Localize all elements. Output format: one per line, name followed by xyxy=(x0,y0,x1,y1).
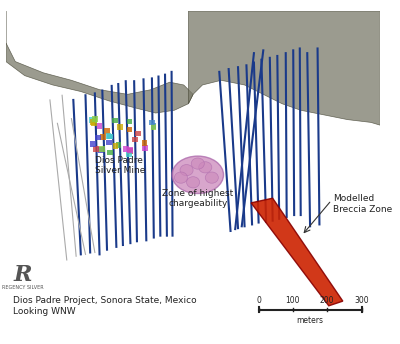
Polygon shape xyxy=(6,11,193,113)
Ellipse shape xyxy=(205,172,218,183)
Polygon shape xyxy=(188,11,380,125)
Bar xyxy=(112,118,118,123)
Text: Modelled
Breccia Zone: Modelled Breccia Zone xyxy=(334,194,393,214)
Bar xyxy=(113,143,118,149)
Text: REGENCY SILVER: REGENCY SILVER xyxy=(2,284,44,290)
Bar xyxy=(132,137,138,142)
Bar xyxy=(142,145,148,151)
Bar xyxy=(126,119,132,125)
Text: Zone of highest
chargeability: Zone of highest chargeability xyxy=(162,189,234,208)
Bar xyxy=(107,133,113,139)
Bar xyxy=(99,147,105,152)
Bar xyxy=(135,131,141,137)
Bar xyxy=(127,127,132,132)
Ellipse shape xyxy=(191,158,204,169)
Bar xyxy=(104,129,110,134)
Text: 100: 100 xyxy=(286,296,300,305)
Text: 300: 300 xyxy=(354,296,369,305)
Bar xyxy=(91,121,97,127)
Text: meters: meters xyxy=(296,316,324,325)
Bar xyxy=(128,148,133,154)
Bar xyxy=(100,134,106,140)
Bar xyxy=(107,150,113,155)
Bar xyxy=(95,135,101,140)
Bar xyxy=(90,141,96,147)
Bar xyxy=(92,118,97,123)
Bar xyxy=(149,120,154,126)
Bar xyxy=(116,142,121,148)
Polygon shape xyxy=(251,198,343,306)
Bar xyxy=(93,146,99,152)
Ellipse shape xyxy=(180,164,193,176)
Bar xyxy=(89,117,94,122)
Text: Looking WNW: Looking WNW xyxy=(14,307,76,316)
Bar xyxy=(108,134,113,139)
Text: 200: 200 xyxy=(320,296,334,305)
Bar xyxy=(92,116,98,122)
Bar xyxy=(96,123,102,129)
Bar xyxy=(117,124,123,129)
Text: 0: 0 xyxy=(256,296,261,305)
Text: R: R xyxy=(14,264,32,286)
Text: Dios Padre
Silver Mine: Dios Padre Silver Mine xyxy=(95,156,145,175)
Bar xyxy=(106,133,111,139)
Bar xyxy=(151,124,156,130)
Bar xyxy=(123,146,129,152)
Ellipse shape xyxy=(186,177,200,188)
Bar xyxy=(151,123,156,129)
Ellipse shape xyxy=(172,156,224,194)
Text: Dios Padre Project, Sonora State, Mexico: Dios Padre Project, Sonora State, Mexico xyxy=(14,295,197,304)
Bar xyxy=(98,148,103,153)
Bar xyxy=(127,147,133,152)
Bar xyxy=(126,152,132,157)
Ellipse shape xyxy=(199,162,212,173)
Bar xyxy=(106,140,112,145)
Bar xyxy=(90,119,95,125)
Bar xyxy=(142,140,147,146)
Ellipse shape xyxy=(174,172,188,183)
